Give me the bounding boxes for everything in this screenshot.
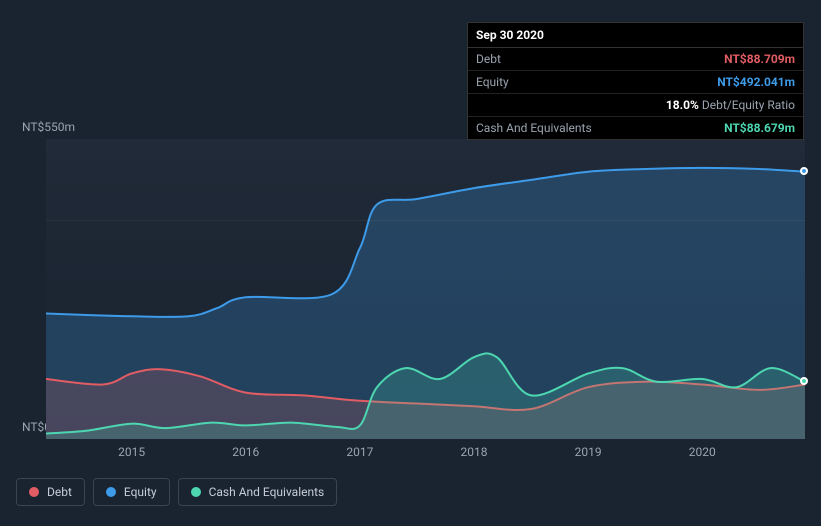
equity-marker: [800, 167, 808, 175]
cash-marker: [800, 377, 808, 385]
tooltip-value: NT$88.679m: [724, 121, 795, 135]
y-axis-label-max: NT$550m: [22, 120, 75, 134]
chart-tooltip: Sep 30 2020 Debt NT$88.709m Equity NT$492.0…: [467, 22, 804, 140]
x-tick: 2018: [461, 445, 488, 459]
tooltip-row: Cash And Equivalents NT$88.679m: [468, 117, 803, 139]
chart-area[interactable]: [16, 139, 805, 439]
legend-label: Debt: [47, 485, 72, 499]
tooltip-value: NT$88.709m: [724, 52, 795, 66]
tooltip-value: NT$492.041m: [717, 75, 795, 89]
tooltip-label: Equity: [476, 75, 509, 89]
x-tick: 2017: [346, 445, 373, 459]
tooltip-row: Debt NT$88.709m: [468, 48, 803, 71]
legend-dot-icon: [106, 487, 116, 497]
x-tick: 2020: [689, 445, 716, 459]
x-tick: 2015: [118, 445, 145, 459]
gridline: [46, 220, 805, 221]
legend-dot-icon: [191, 487, 201, 497]
legend: Debt Equity Cash And Equivalents: [16, 478, 337, 506]
plot-area[interactable]: [46, 139, 805, 439]
tooltip-row: Equity NT$492.041m: [468, 71, 803, 94]
tooltip-rows: Debt NT$88.709m Equity NT$492.041m 18.0% Deb…: [468, 48, 803, 139]
legend-label: Equity: [124, 485, 157, 499]
tooltip-value: 18.0% Debt/Equity Ratio: [666, 98, 795, 112]
tooltip-row: 18.0% Debt/Equity Ratio: [468, 94, 803, 117]
series-svg: [46, 139, 805, 439]
x-tick: 2016: [232, 445, 259, 459]
legend-label: Cash And Equivalents: [209, 485, 325, 499]
legend-item[interactable]: Debt: [16, 478, 85, 506]
legend-item[interactable]: Cash And Equivalents: [178, 478, 338, 506]
x-tick: 2019: [575, 445, 602, 459]
tooltip-label: Cash And Equivalents: [476, 121, 592, 135]
tooltip-date: Sep 30 2020: [468, 23, 803, 48]
x-axis: 2015 2016 2017 2018 2019 2020: [46, 445, 805, 465]
tooltip-label: Debt: [476, 52, 501, 66]
legend-item[interactable]: Equity: [93, 478, 170, 506]
legend-dot-icon: [29, 487, 39, 497]
